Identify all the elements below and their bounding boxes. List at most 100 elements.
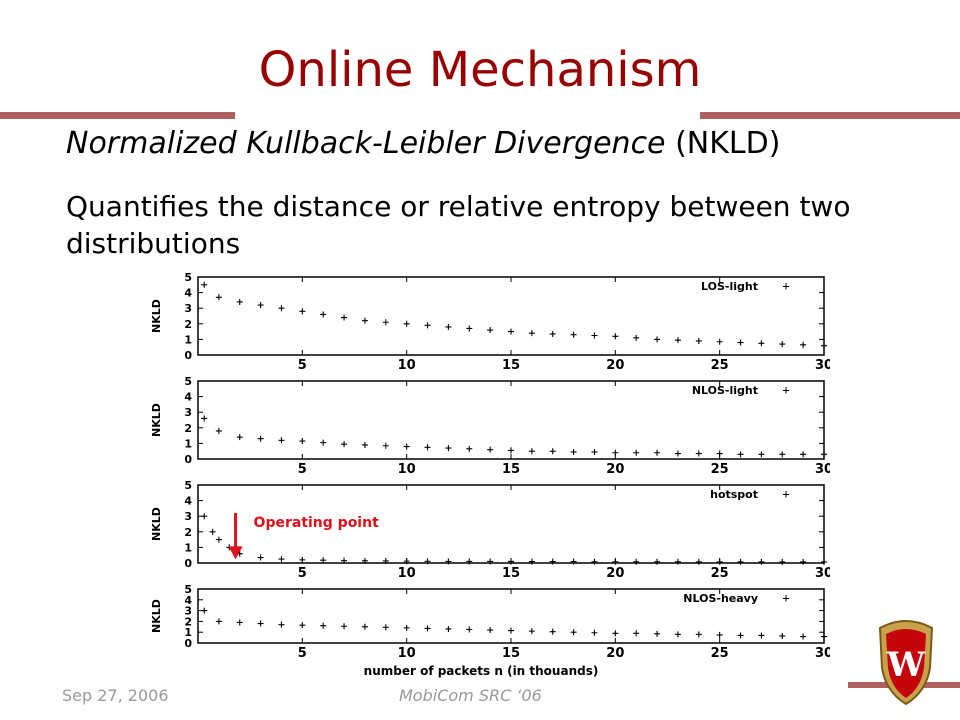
y-tick-label: 3: [184, 510, 192, 523]
data-point: [695, 558, 702, 565]
y-axis-label: NKLD: [150, 403, 163, 437]
data-point: [201, 281, 208, 288]
data-point: [278, 305, 285, 312]
x-tick-label: 25: [711, 646, 729, 661]
legend-label: hotspot: [710, 488, 758, 501]
data-point: [382, 319, 389, 326]
data-point: [466, 626, 473, 633]
data-point: [591, 448, 598, 455]
data-point: [341, 557, 348, 564]
y-tick-label: 1: [184, 437, 192, 450]
y-tick-label: 4: [184, 495, 192, 508]
data-point: [424, 558, 431, 565]
data-point: [633, 334, 640, 341]
x-tick-label: 10: [398, 566, 416, 581]
x-tick-label: 15: [502, 646, 520, 661]
data-point: [674, 450, 681, 457]
x-tick-label: 30: [815, 358, 830, 373]
y-tick-label: 1: [184, 333, 192, 346]
data-point: [528, 330, 535, 337]
y-tick-label: 5: [184, 271, 192, 284]
y-axis-label: NKLD: [150, 299, 163, 333]
data-point: [591, 558, 598, 565]
data-point: [257, 302, 264, 309]
x-tick-label: 10: [398, 646, 416, 661]
subtitle-abbrev: (NKLD): [665, 126, 781, 161]
operating-point-arrow-head: [228, 546, 243, 560]
data-point: [716, 631, 723, 638]
slide-description: Quantifies the distance or relative entr…: [66, 190, 851, 260]
annotation-label: Operating point: [254, 515, 380, 531]
y-tick-label: 0: [184, 557, 192, 570]
data-point: [758, 558, 765, 565]
x-tick-label: 5: [298, 646, 307, 661]
data-point: [299, 438, 306, 445]
data-point: [466, 445, 473, 452]
data-point: [528, 448, 535, 455]
svg-text:W: W: [886, 645, 926, 685]
data-point: [549, 558, 556, 565]
data-point: [737, 558, 744, 565]
footer-conference: MobiCom SRC ‘06: [399, 686, 542, 705]
data-point: [695, 450, 702, 457]
data-point: [445, 625, 452, 632]
data-point: [800, 558, 807, 565]
data-point: [236, 298, 243, 305]
data-point: [445, 445, 452, 452]
legend-marker: +: [782, 591, 789, 605]
data-point: [508, 328, 514, 335]
data-point: [278, 437, 285, 444]
data-point: [549, 448, 556, 455]
y-tick-label: 3: [184, 406, 192, 419]
data-point: [424, 444, 431, 451]
y-tick-label: 5: [184, 375, 192, 388]
data-point: [633, 558, 640, 565]
x-tick-label: 10: [398, 358, 416, 373]
data-point: [633, 449, 640, 456]
data-point: [737, 632, 744, 639]
data-point: [654, 336, 661, 343]
y-tick-label: 2: [184, 615, 192, 628]
data-point: [779, 558, 786, 565]
legend-label: NLOS-light: [692, 384, 758, 397]
data-point: [361, 557, 368, 564]
data-point: [758, 632, 765, 639]
data-point: [257, 620, 264, 627]
data-point: [654, 630, 661, 637]
data-point: [674, 631, 681, 638]
data-point: [737, 339, 744, 346]
data-point: [215, 427, 222, 434]
data-point: [215, 618, 222, 625]
data-point: [800, 633, 807, 640]
data-point: [508, 627, 514, 634]
data-point: [201, 415, 208, 422]
subtitle-term: Normalized Kullback-Leibler Divergence: [66, 126, 666, 161]
data-point: [591, 332, 598, 339]
data-point: [674, 337, 681, 344]
data-point: [549, 628, 556, 635]
chart-panel-2: NKLD 0 1 2 3 4 5 5 10 15 20 25 30 NLOS-light +: [150, 375, 830, 477]
data-point: [257, 554, 264, 561]
data-point: [758, 340, 765, 347]
y-tick-label: 3: [184, 302, 192, 315]
data-point: [758, 451, 765, 458]
y-tick-label: 5: [184, 583, 192, 596]
data-point: [466, 325, 473, 332]
legend-label: NLOS-heavy: [683, 592, 758, 605]
y-tick-label: 3: [184, 605, 192, 618]
data-point: [236, 434, 243, 441]
data-point: [612, 558, 619, 565]
y-tick-label: 1: [184, 541, 192, 554]
data-point: [278, 621, 285, 628]
data-point: [487, 627, 494, 634]
x-tick-label: 30: [815, 462, 830, 477]
data-point: [528, 558, 535, 565]
footer-date: Sep 27, 2006: [62, 686, 169, 705]
x-tick-label: 10: [398, 462, 416, 477]
data-point: [549, 330, 556, 337]
data-point: [779, 341, 786, 348]
data-point: [779, 451, 786, 458]
university-crest-logo: W: [878, 620, 934, 706]
y-tick-label: 5: [184, 479, 192, 492]
x-tick-label: 5: [298, 566, 307, 581]
